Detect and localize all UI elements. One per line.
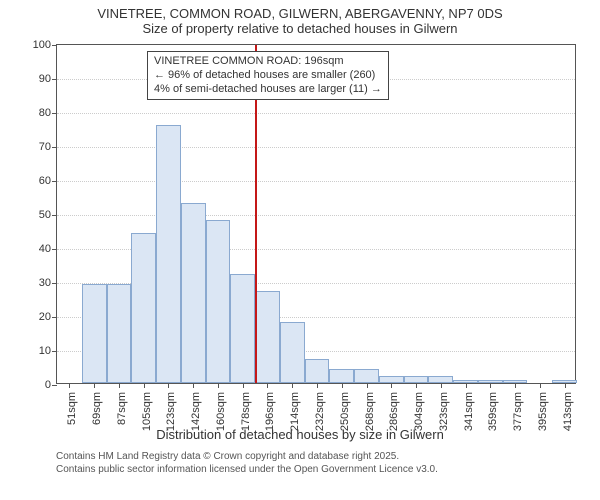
x-tick-label: 160sqm — [215, 392, 227, 431]
x-tick-mark — [515, 383, 516, 388]
histogram-bar — [107, 284, 132, 383]
histogram-bar — [379, 376, 404, 383]
histogram-bar — [156, 125, 181, 383]
chart-area: Number of detached properties 0102030405… — [0, 36, 600, 446]
histogram-bar — [255, 291, 280, 383]
chart-titles: VINETREE, COMMON ROAD, GILWERN, ABERGAVE… — [0, 0, 600, 36]
x-tick-mark — [144, 383, 145, 388]
x-tick-label: 142sqm — [190, 392, 202, 431]
y-tick-label: 90 — [39, 73, 57, 85]
gridline — [57, 215, 575, 216]
histogram-bar — [206, 220, 231, 383]
x-tick-label: 123sqm — [165, 392, 177, 431]
x-tick-mark — [391, 383, 392, 388]
histogram-bar — [428, 376, 453, 383]
histogram-bar — [329, 369, 354, 383]
x-tick-mark — [342, 383, 343, 388]
x-tick-label: 105sqm — [141, 392, 153, 431]
x-tick-label: 250sqm — [339, 392, 351, 431]
y-tick-label: 0 — [45, 379, 57, 391]
x-tick-mark — [267, 383, 268, 388]
annotation-line-3: 4% of semi-detached houses are larger (1… — [154, 83, 382, 97]
x-tick-mark — [193, 383, 194, 388]
x-tick-label: 323sqm — [438, 392, 450, 431]
x-tick-mark — [168, 383, 169, 388]
x-tick-label: 178sqm — [240, 392, 252, 431]
y-tick-label: 20 — [39, 311, 57, 323]
y-tick-label: 80 — [39, 107, 57, 119]
histogram-bar — [131, 233, 156, 383]
x-tick-label: 304sqm — [413, 392, 425, 431]
x-tick-mark — [119, 383, 120, 388]
footer-line-2: Contains public sector information licen… — [56, 463, 590, 476]
x-tick-label: 196sqm — [264, 392, 276, 431]
plot-area: 0102030405060708090100 VINETREE COMMON R… — [56, 44, 576, 384]
x-tick-mark — [416, 383, 417, 388]
x-tick-label: 268sqm — [364, 392, 376, 431]
y-tick-label: 40 — [39, 243, 57, 255]
annotation-box: VINETREE COMMON ROAD: 196sqm ← 96% of de… — [147, 51, 389, 100]
annotation-line-1: VINETREE COMMON ROAD: 196sqm — [154, 55, 382, 69]
x-tick-label: 51sqm — [66, 392, 78, 425]
x-tick-mark — [367, 383, 368, 388]
x-tick-label: 87sqm — [116, 392, 128, 425]
annotation-line-2: ← 96% of detached houses are smaller (26… — [154, 69, 382, 83]
histogram-bar — [181, 203, 206, 383]
y-tick-label: 10 — [39, 345, 57, 357]
x-tick-mark — [540, 383, 541, 388]
gridline — [57, 181, 575, 182]
x-tick-label: 286sqm — [388, 392, 400, 431]
histogram-bar — [230, 274, 255, 383]
gridline — [57, 113, 575, 114]
x-tick-label: 214sqm — [289, 392, 301, 431]
gridline — [57, 147, 575, 148]
x-tick-mark — [490, 383, 491, 388]
y-tick-label: 50 — [39, 209, 57, 221]
x-tick-label: 69sqm — [91, 392, 103, 425]
x-tick-mark — [441, 383, 442, 388]
x-tick-mark — [69, 383, 70, 388]
histogram-bar — [280, 322, 305, 383]
title-line-1: VINETREE, COMMON ROAD, GILWERN, ABERGAVE… — [0, 6, 600, 21]
x-tick-label: 341sqm — [463, 392, 475, 431]
title-line-2: Size of property relative to detached ho… — [0, 21, 600, 36]
x-tick-label: 359sqm — [487, 392, 499, 431]
histogram-bar — [404, 376, 429, 383]
x-tick-label: 413sqm — [562, 392, 574, 431]
histogram-bar — [354, 369, 379, 383]
x-tick-mark — [317, 383, 318, 388]
x-tick-mark — [94, 383, 95, 388]
x-tick-mark — [292, 383, 293, 388]
y-tick-label: 60 — [39, 175, 57, 187]
y-tick-label: 30 — [39, 277, 57, 289]
x-tick-mark — [466, 383, 467, 388]
histogram-bar — [82, 284, 107, 383]
x-tick-label: 377sqm — [512, 392, 524, 431]
y-tick-label: 100 — [33, 39, 57, 51]
histogram-bar — [305, 359, 330, 383]
y-tick-label: 70 — [39, 141, 57, 153]
x-tick-mark — [243, 383, 244, 388]
x-tick-mark — [218, 383, 219, 388]
footer: Contains HM Land Registry data © Crown c… — [0, 446, 600, 476]
x-tick-label: 232sqm — [314, 392, 326, 431]
x-tick-label: 395sqm — [537, 392, 549, 431]
x-tick-mark — [565, 383, 566, 388]
footer-line-1: Contains HM Land Registry data © Crown c… — [56, 450, 590, 463]
